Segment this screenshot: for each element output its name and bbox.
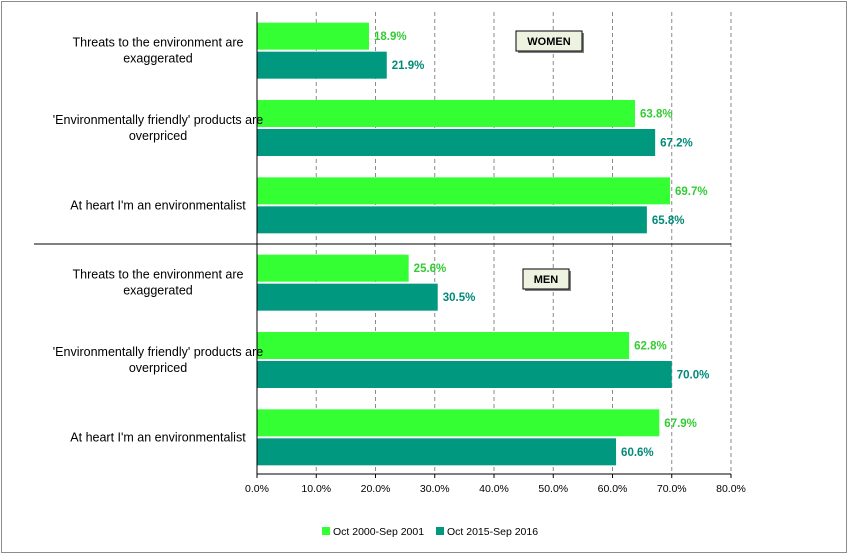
- labels: 18.9% 21.9% Threats to the environment are…: [53, 30, 710, 459]
- bar-series-2000: [257, 332, 630, 359]
- legend-label: Oct 2015-Sep 2016: [447, 526, 538, 538]
- x-tick-label: 80.0%: [716, 483, 746, 495]
- category-label: At heart I'm an environmentalist: [70, 430, 246, 444]
- panel-title-women: WOMEN: [527, 36, 570, 48]
- value-label: 62.8%: [634, 341, 667, 353]
- x-tick-label: 20.0%: [361, 483, 391, 495]
- value-label: 21.9%: [392, 60, 425, 72]
- value-label: 60.6%: [621, 447, 654, 459]
- value-label: 65.8%: [652, 215, 685, 227]
- x-tick-label: 40.0%: [479, 483, 509, 495]
- value-label: 69.7%: [675, 186, 708, 198]
- bar-series-2015: [257, 129, 656, 156]
- value-label: 67.9%: [664, 418, 697, 430]
- legend: Oct 2000-Sep 2001 Oct 2015-Sep 2016: [322, 526, 538, 538]
- bar-series-2015: [257, 206, 647, 234]
- bar-series-2015: [257, 361, 672, 388]
- value-label: 18.9%: [374, 31, 407, 43]
- category-label-line: exaggerated: [123, 52, 193, 66]
- category-label-line: 'Environmentally friendly' products are: [53, 113, 263, 127]
- x-tick-label: 10.0%: [301, 483, 331, 495]
- gridlines: [34, 12, 732, 474]
- bar-series-2000: [257, 100, 636, 127]
- category-label-line: Threats to the environment are: [73, 36, 244, 50]
- category-label-line: At heart I'm an environmentalist: [70, 198, 246, 212]
- panel-title-box: [515, 30, 583, 52]
- category-label-line: Threats to the environment are: [73, 268, 244, 282]
- x-tick-label: 60.0%: [598, 483, 628, 495]
- legend-label: Oct 2000-Sep 2001: [333, 526, 424, 538]
- bar-series-2015: [257, 51, 387, 79]
- category-label-line: exaggerated: [123, 284, 193, 298]
- panel-title-men: MEN: [534, 274, 559, 286]
- value-label: 63.8%: [640, 109, 673, 121]
- x-tick-label: 30.0%: [420, 483, 450, 495]
- bars: [257, 22, 672, 466]
- category-label: At heart I'm an environmentalist: [70, 198, 246, 212]
- category-label-line: At heart I'm an environmentalist: [70, 430, 246, 444]
- x-tick-label: 50.0%: [538, 483, 568, 495]
- x-axis: 0.0% 10.0% 20.0% 30.0% 40.0% 50.0% 60.0% 70.0% 8…: [245, 12, 746, 495]
- category-label: Threats to the environment are exaggerate…: [73, 268, 244, 298]
- bar-series-2000: [257, 254, 409, 282]
- category-label: 'Environmentally friendly' products are o…: [53, 113, 263, 143]
- bar-series-2015: [257, 283, 438, 311]
- bar-series-2000: [257, 22, 369, 50]
- category-label: Threats to the environment are exaggerate…: [73, 36, 244, 66]
- value-label: 25.6%: [414, 263, 447, 275]
- value-label: 30.5%: [443, 292, 476, 304]
- bar-series-2015: [257, 438, 617, 466]
- x-tick-label: 70.0%: [657, 483, 687, 495]
- bar-series-2000: [257, 177, 670, 205]
- value-label: 70.0%: [677, 370, 710, 382]
- category-label-line: 'Environmentally friendly' products are: [53, 345, 263, 359]
- category-label: 'Environmentally friendly' products are o…: [53, 345, 263, 375]
- legend-swatch: [436, 527, 444, 535]
- category-label-line: overpriced: [129, 129, 187, 143]
- legend-swatch: [322, 527, 330, 535]
- bar-series-2000: [257, 409, 660, 437]
- category-label-line: overpriced: [129, 361, 187, 375]
- x-tick-label: 0.0%: [245, 483, 269, 495]
- value-label: 67.2%: [660, 138, 693, 150]
- panel-title-box: [522, 268, 570, 290]
